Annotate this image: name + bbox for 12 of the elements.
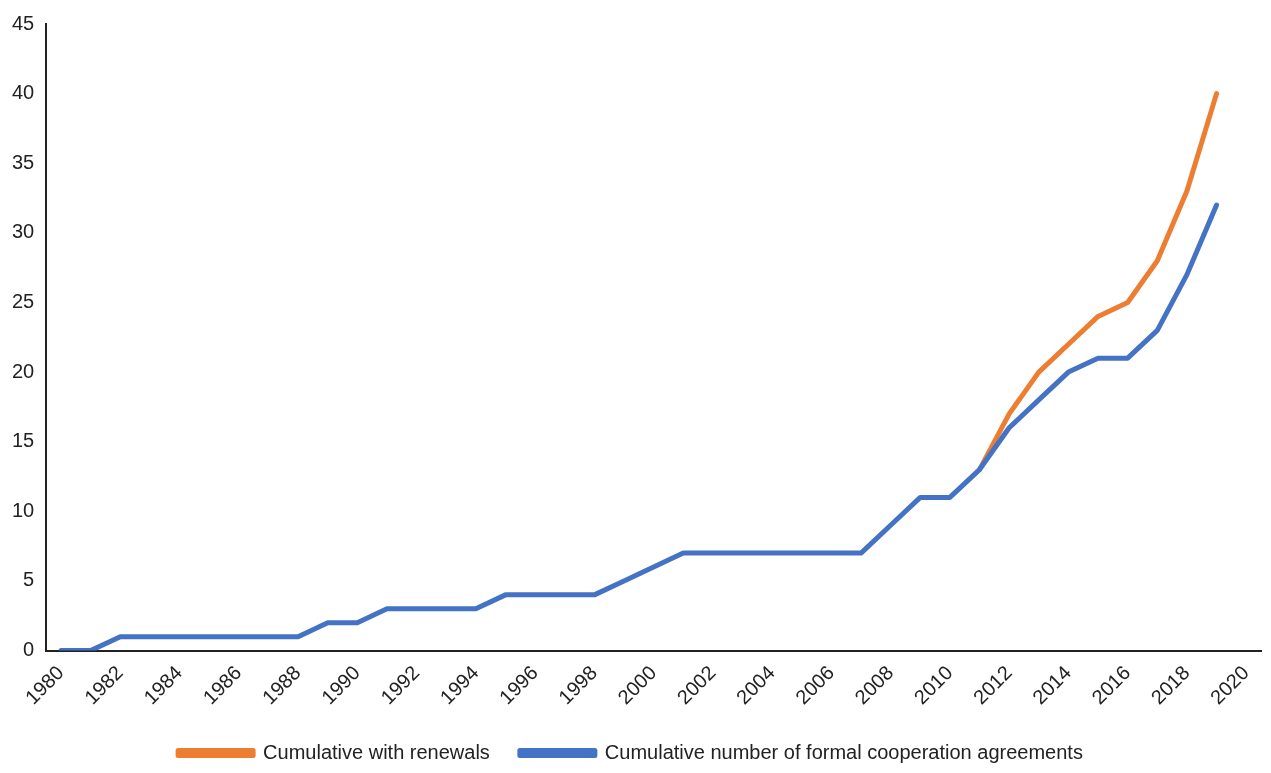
legend-label: Cumulative number of formal cooperation agreements: [604, 740, 1083, 763]
legend-label: Cumulative with renewals: [263, 740, 490, 763]
y-tick-label: 45: [12, 11, 35, 34]
y-tick-label: 10: [12, 498, 35, 521]
y-tick-label: 40: [12, 81, 35, 104]
y-tick-label: 0: [23, 638, 35, 661]
y-tick-label: 30: [12, 220, 35, 243]
y-tick-label: 15: [12, 429, 35, 452]
y-tick-label: 5: [23, 568, 35, 591]
y-tick-label: 20: [12, 359, 35, 382]
y-tick-label: 35: [12, 150, 35, 173]
y-tick-label: 25: [12, 289, 35, 312]
